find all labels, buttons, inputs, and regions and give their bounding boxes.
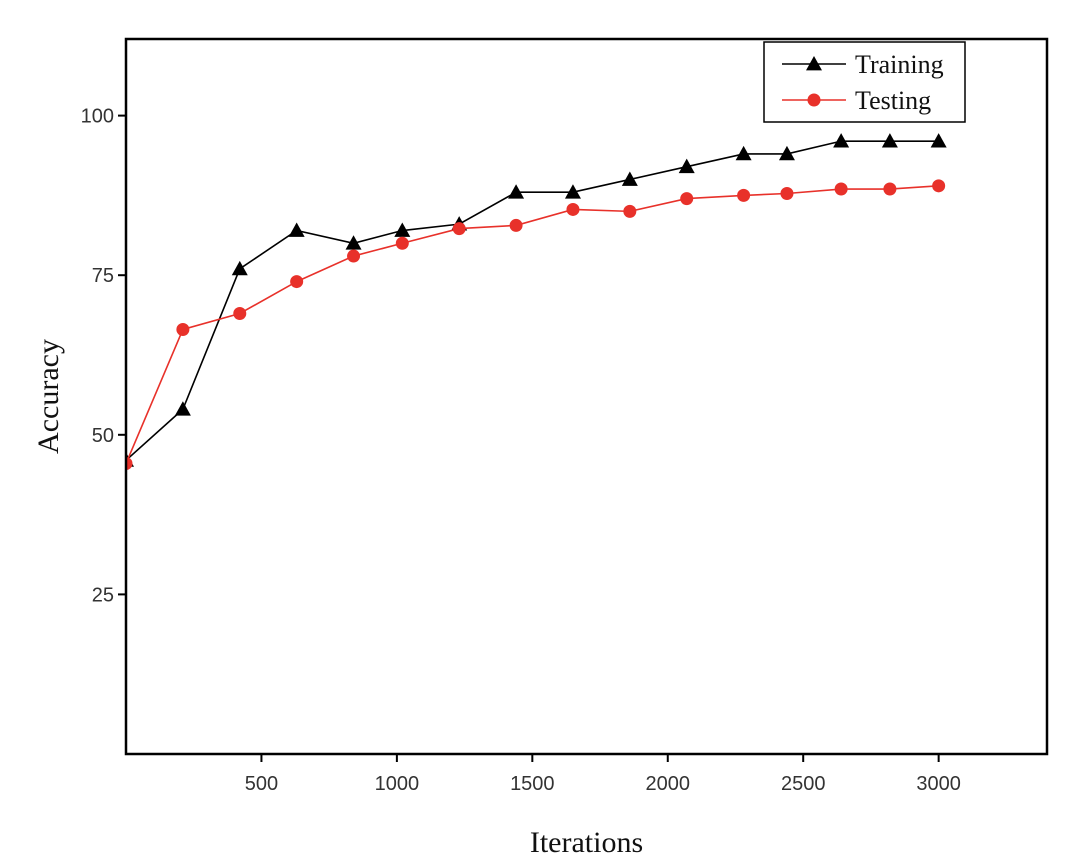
data-point-training xyxy=(678,158,695,174)
data-point-testing xyxy=(176,322,190,336)
data-point-training xyxy=(881,133,898,148)
x-tick-label: 1500 xyxy=(510,773,555,795)
x-axis: 500 1000 1500 2000 2500 3000 xyxy=(245,754,961,795)
data-point-training xyxy=(621,171,638,186)
y-axis-title: Accuracy xyxy=(32,339,65,454)
data-point-training xyxy=(778,145,795,161)
legend: Training Testing xyxy=(763,41,966,123)
x-tick-label: 500 xyxy=(245,773,278,795)
data-point-training xyxy=(564,184,581,199)
data-point-testing xyxy=(932,179,946,193)
data-point-training xyxy=(288,222,305,237)
data-point-training xyxy=(735,145,752,161)
data-point-testing xyxy=(290,275,304,289)
series-training xyxy=(126,133,947,467)
data-point-training xyxy=(174,401,191,416)
legend-box xyxy=(763,41,966,123)
y-tick-label: 50 xyxy=(92,425,114,447)
x-tick-label: 1000 xyxy=(375,773,420,795)
data-point-testing xyxy=(623,204,637,218)
data-point-testing xyxy=(126,457,133,471)
x-tick-label: 3000 xyxy=(916,773,961,795)
series-line-training xyxy=(126,140,939,461)
data-point-training xyxy=(833,133,850,148)
series-line-testing xyxy=(126,185,939,464)
y-tick-label: 100 xyxy=(81,106,114,128)
legend-label-training: Training xyxy=(855,50,944,79)
data-point-testing xyxy=(509,218,523,232)
data-point-testing xyxy=(834,182,848,196)
data-point-testing xyxy=(395,236,409,250)
legend-marker-testing xyxy=(807,93,821,107)
data-point-training xyxy=(930,133,947,148)
data-point-testing xyxy=(233,307,247,321)
data-point-testing xyxy=(780,186,794,200)
y-tick-label: 25 xyxy=(92,584,114,606)
y-tick-label: 75 xyxy=(92,265,114,287)
data-point-testing xyxy=(452,222,466,236)
series-testing xyxy=(126,179,946,471)
x-tick-label: 2500 xyxy=(781,773,826,795)
data-point-testing xyxy=(680,192,694,206)
y-axis: 25 50 75 100 xyxy=(81,106,126,606)
data-point-testing xyxy=(737,188,751,202)
legend-label-testing: Testing xyxy=(855,86,931,115)
data-point-training xyxy=(394,222,411,237)
data-point-training xyxy=(231,260,248,276)
x-axis-title: Iterations xyxy=(530,826,643,856)
data-point-training xyxy=(508,184,525,199)
data-point-testing xyxy=(566,202,580,216)
data-point-training xyxy=(345,235,362,250)
data-point-testing xyxy=(883,182,897,196)
plot-marks xyxy=(126,133,947,471)
x-tick-label: 2000 xyxy=(646,773,691,795)
legend-marker-training xyxy=(806,56,822,71)
data-point-testing xyxy=(347,249,361,263)
plot-frame xyxy=(124,37,1049,756)
